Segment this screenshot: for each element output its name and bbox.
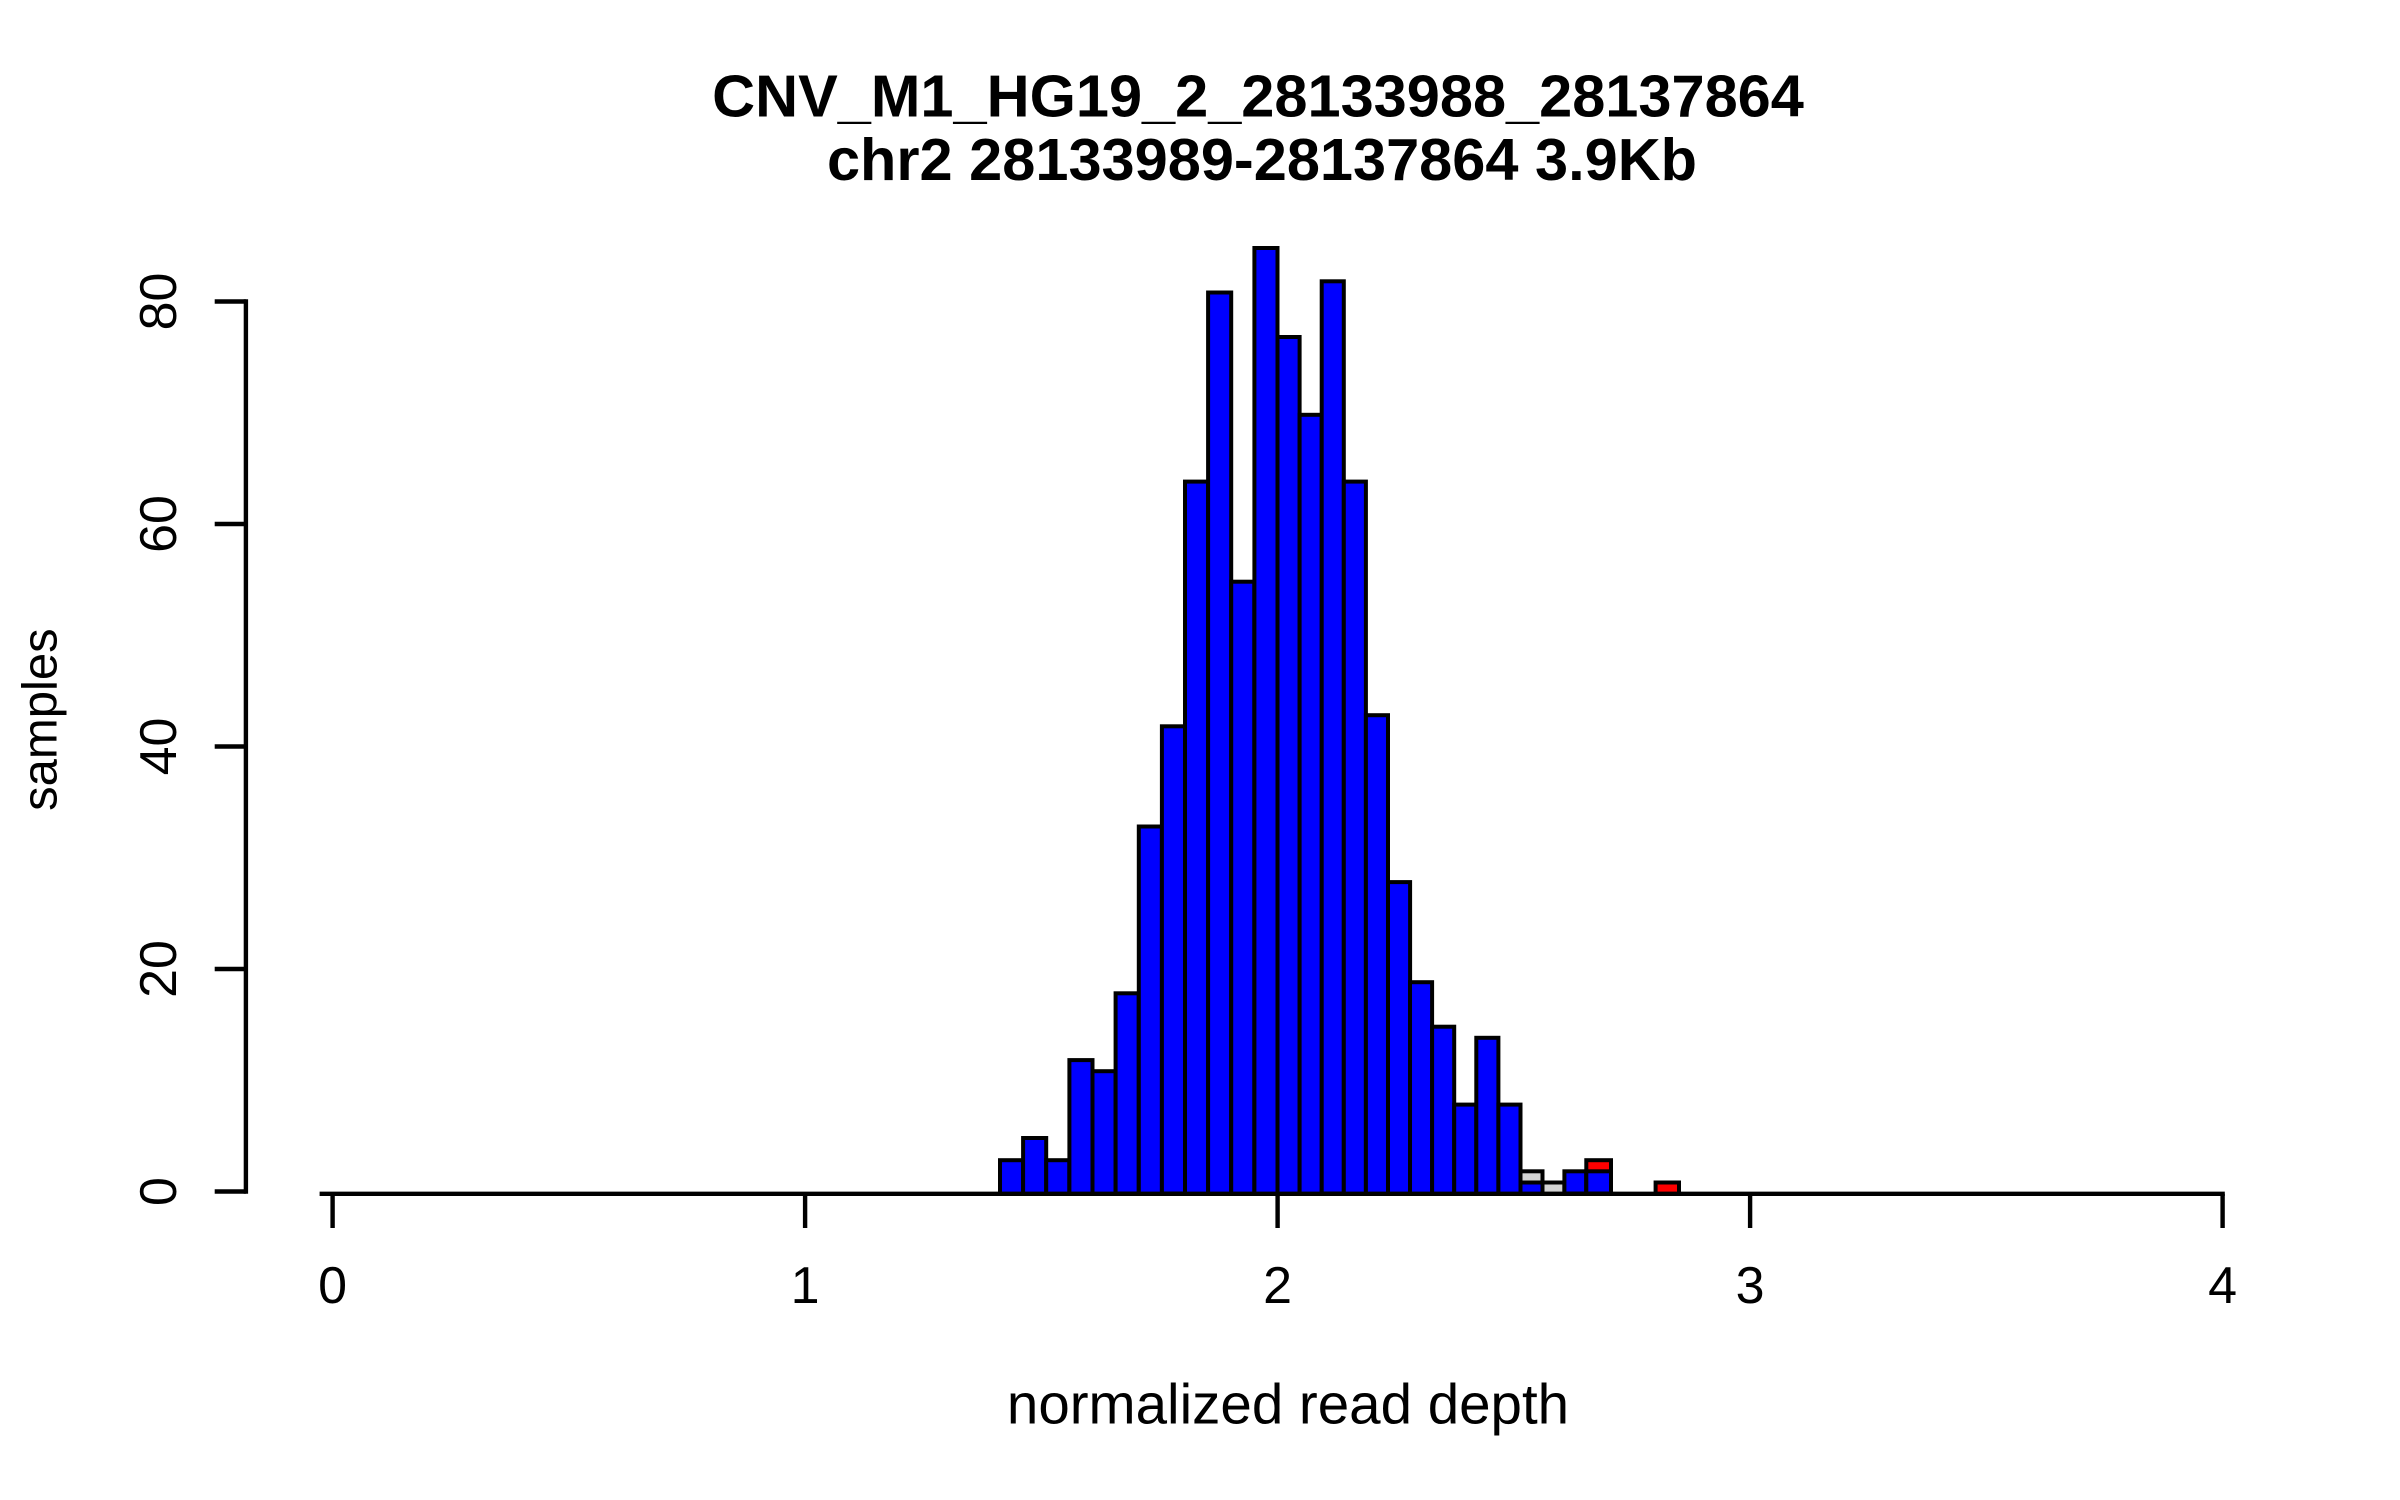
svg-text:2: 2 — [1263, 1257, 1292, 1315]
svg-text:0: 0 — [130, 1177, 188, 1206]
svg-text:chr2 28133989-28137864 3.9Kb: chr2 28133989-28137864 3.9Kb — [827, 126, 1697, 193]
svg-text:40: 40 — [130, 718, 188, 776]
svg-text:1: 1 — [791, 1257, 820, 1315]
svg-text:samples: samples — [14, 628, 68, 810]
svg-text:60: 60 — [130, 495, 188, 553]
svg-text:80: 80 — [130, 273, 188, 331]
svg-text:CNV_M1_HG19_2_28133988_2813786: CNV_M1_HG19_2_28133988_28137864 — [712, 62, 1804, 129]
svg-text:0: 0 — [318, 1257, 347, 1315]
svg-text:20: 20 — [130, 940, 188, 998]
svg-text:3: 3 — [1736, 1257, 1765, 1315]
svg-text:4: 4 — [2208, 1257, 2237, 1315]
svg-text:normalized read depth: normalized read depth — [1007, 1372, 1569, 1435]
